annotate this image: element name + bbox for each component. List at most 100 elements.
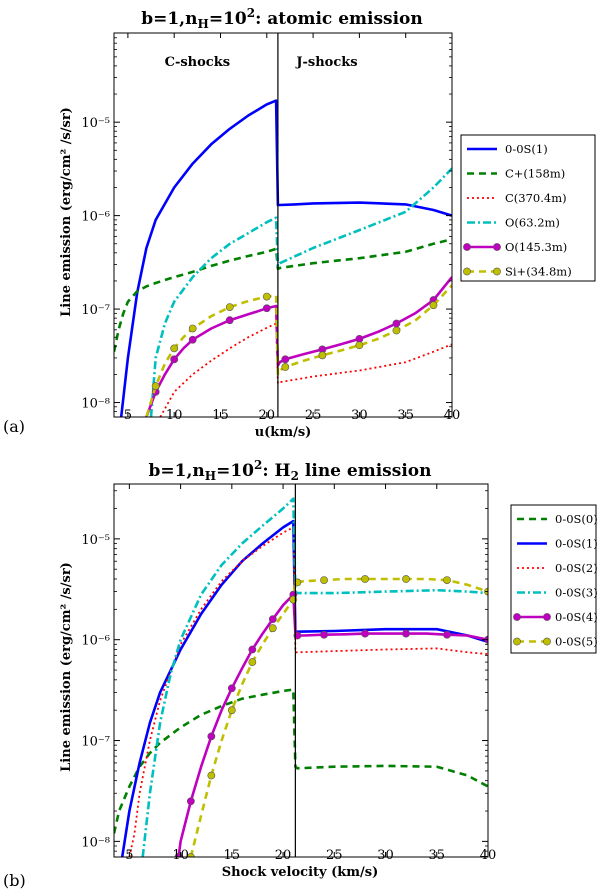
panel-b-xtick-label: 20	[275, 848, 292, 863]
panel-a-xtick-label: 30	[351, 408, 368, 423]
panel-b-legend-marker	[543, 637, 551, 646]
panel-a-title: b=1,nH=102: atomic emission	[141, 6, 423, 31]
panel-a-series-6-marker	[151, 382, 160, 390]
panel-a-series-6-marker	[355, 341, 364, 350]
panel-a-xtick-label: 20	[259, 408, 276, 423]
panel-b-legend-label-1: 0-0S(0)	[555, 512, 598, 526]
panel-b-legend-label-5: 0-0S(4)	[555, 610, 598, 624]
panel-a: b=1,nH=102: atomic emission (a) u(km/s) …	[3, 6, 596, 443]
panel-a-series-6-marker	[392, 326, 401, 335]
panel-a-ytick-label: 10⁻⁵	[81, 116, 110, 131]
panel-a-legend-label-5: O(145.3m)	[505, 240, 567, 254]
panel-a-legend-label-4: O(63.2m)	[505, 216, 560, 230]
panel-b-xtick-label: 35	[428, 848, 445, 863]
panel-b-series-6	[189, 577, 488, 857]
panel-b-legend-label-3: 0-0S(2)	[555, 561, 598, 575]
panel-a-legend-marker	[493, 243, 501, 251]
panel-b-series-5-marker	[402, 629, 410, 638]
panel-b-ylabel: Line emission (erg/cm² /s/sr)	[59, 562, 74, 772]
panel-b-legend-frame	[510, 504, 597, 654]
panel-b-ytick-label: 10⁻⁸	[81, 835, 110, 850]
panel-b-series-2	[120, 519, 488, 857]
panel-a-annotation-2: J-shocks	[295, 55, 357, 70]
panel-a-legend-marker	[463, 267, 471, 276]
panel-b-series-5-marker	[268, 615, 277, 624]
panel-b-legend: 0-0S(0) 0-0S(1) 0-0S(2) 0-0S(3) 0-0S(4) 0-0S(…	[510, 504, 598, 654]
panel-b-legend-label-4: 0-0S(3)	[555, 586, 598, 600]
panel-a-series-6-marker	[281, 363, 290, 371]
panel-b-xtick-label: 15	[224, 848, 241, 863]
panel-b-series-6-marker	[402, 575, 410, 583]
panel-b-label: (b)	[3, 871, 26, 890]
panel-b-xlabel: Shock velocity (km/s)	[222, 865, 378, 880]
panel-a-series-6-marker	[429, 301, 438, 310]
panel-a-series-group	[114, 99, 452, 443]
panel-a-series-3	[159, 322, 452, 417]
panel-b: b=1,nH=102: H2 line emission (b) Shock v…	[3, 458, 598, 890]
panel-b-xtick-label: 25	[326, 848, 343, 863]
panel-a-series-6-marker	[170, 344, 179, 353]
panel-a-legend-label-2: C+(158m)	[505, 167, 565, 181]
panel-a-series-1	[119, 99, 452, 417]
panel-a-series-6	[145, 284, 452, 417]
panel-a-series-5-marker	[138, 436, 145, 443]
panel-b-axes-frame	[113, 483, 489, 858]
panel-a-series-5-marker	[188, 335, 197, 344]
panel-a-ylabel: Line emission (erg/cm² /s/sr)	[59, 107, 74, 317]
panel-b-series-5-marker	[248, 645, 257, 654]
panel-a-series-5-marker	[262, 304, 271, 313]
panel-b-series-6-marker	[186, 853, 195, 857]
panel-b-series-5	[177, 593, 488, 857]
panel-b-series-group	[114, 497, 488, 857]
panel-b-series-1	[114, 688, 488, 834]
panel-b-ytick-label: 10⁻⁵	[81, 533, 110, 548]
panel-a-series-6-marker	[262, 292, 271, 301]
panel-a-series-5-marker	[170, 355, 179, 364]
panel-a-series-6-marker	[225, 303, 234, 311]
panel-b-xtick-label: 5	[125, 848, 133, 863]
panel-b-title: b=1,nH=102: H2 line emission	[149, 458, 432, 483]
panel-b-legend-label-6: 0-0S(5)	[555, 635, 598, 649]
panel-b-series-5-marker	[186, 797, 195, 806]
panel-a-series-6-marker	[318, 351, 327, 360]
panel-b-series-6-marker	[320, 576, 328, 584]
panel-a-label: (a)	[3, 417, 25, 436]
panel-b-legend-marker	[543, 613, 551, 621]
panel-a-legend-marker	[463, 243, 471, 251]
panel-a-series-6-marker	[188, 324, 197, 333]
panel-a-ytick-label: 10⁻⁸	[81, 397, 110, 412]
panel-b-series-5-marker	[361, 629, 369, 638]
panel-a-ytick-label: 10⁻⁷	[81, 303, 110, 318]
panel-a-legend-marker	[493, 267, 501, 276]
panel-a-xtick-label: 15	[212, 408, 229, 423]
panel-a-ytick-label: 10⁻⁶	[81, 210, 110, 225]
panel-b-series-5-marker	[320, 630, 328, 639]
panel-b-xtick-label: 30	[377, 848, 394, 863]
panel-a-legend-label-1: 0-0S(1)	[505, 142, 548, 156]
panel-a-legend-label-3: C(370.4m)	[505, 191, 567, 205]
panel-a-xtick-label: 35	[397, 408, 414, 423]
panel-b-series-6-marker	[443, 576, 451, 584]
panel-b-series-3	[128, 526, 488, 857]
panel-a-legend: 0-0S(1) C+(158m) C(370.4m) O(63.2m) O(145.3m…	[460, 134, 596, 282]
panel-b-series-6-marker	[361, 575, 369, 583]
panel-b-series-4	[141, 497, 488, 857]
panel-a-series-5-marker	[225, 316, 234, 325]
panel-b-legend-marker	[513, 613, 521, 621]
panel-b-series-5-marker	[207, 732, 216, 741]
panel-a-legend-frame	[460, 134, 596, 282]
panel-b-legend-marker	[513, 637, 521, 646]
panel-b-series-6-marker	[268, 624, 277, 633]
panel-a-series-5-marker	[392, 319, 401, 328]
panel-a-xtick-label: 5	[124, 408, 132, 423]
panel-a-xtick-label: 10	[166, 408, 183, 423]
panel-b-plot: 5 10 15 20 25 30 35 40 10⁻⁸ 10⁻⁷ 10⁻⁶ 10⁻⁵	[81, 483, 496, 863]
panel-b-ytick-label: 10⁻⁶	[81, 634, 110, 649]
panel-a-annotation-1: C-shocks	[165, 55, 230, 70]
panel-b-series-6-marker	[248, 658, 257, 666]
panel-b-xtick-label: 10	[172, 848, 189, 863]
panel-a-series-2	[114, 237, 452, 352]
panel-b-series-6-marker	[207, 771, 216, 780]
panel-b-series-5-marker	[227, 684, 236, 693]
